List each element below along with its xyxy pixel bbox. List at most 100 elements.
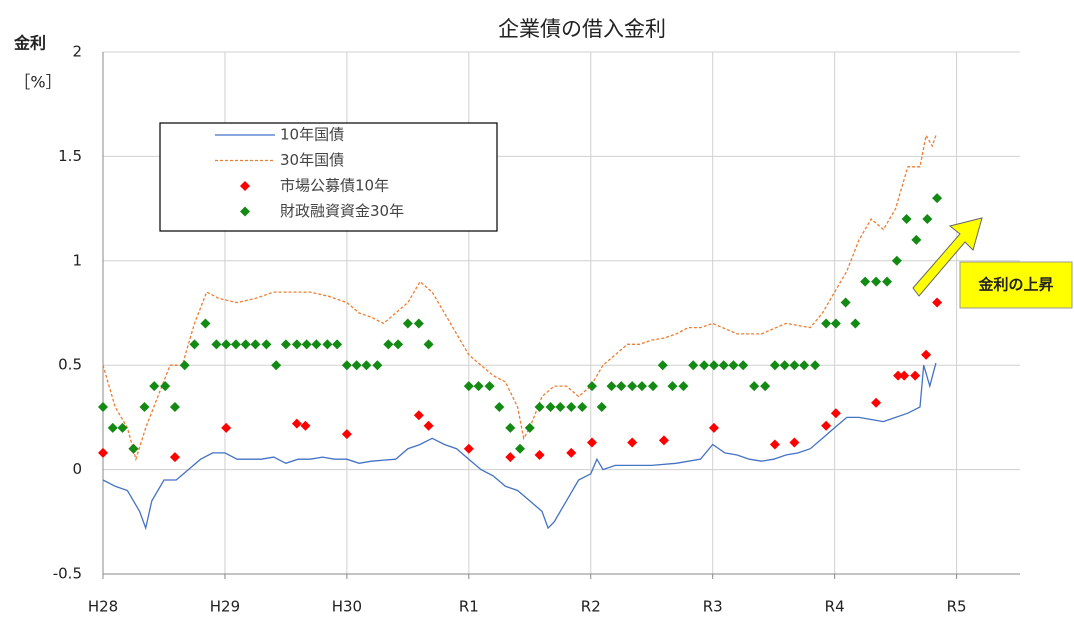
marker (647, 381, 658, 392)
y-axis-label: 金利 (13, 34, 46, 53)
marker (322, 339, 333, 350)
marker (658, 435, 669, 446)
marker (98, 401, 108, 412)
y-axis-unit: ［%］ (14, 73, 61, 92)
marker (524, 422, 535, 433)
marker (566, 401, 577, 412)
x-tick-label: R2 (581, 598, 601, 616)
marker (311, 339, 322, 350)
marker (555, 401, 566, 412)
marker (98, 447, 108, 458)
marker (505, 452, 516, 463)
marker (107, 422, 118, 433)
marker (291, 418, 302, 429)
marker (627, 437, 638, 448)
marker (341, 429, 352, 440)
marker (871, 397, 882, 408)
marker (850, 318, 861, 329)
marker (250, 339, 261, 350)
marker (566, 447, 577, 458)
marker (341, 360, 352, 371)
marker (372, 360, 383, 371)
marker (901, 214, 912, 225)
marker (139, 401, 150, 412)
marker (221, 422, 232, 433)
y-tick-label: 0.5 (58, 356, 82, 374)
marker (891, 255, 902, 266)
legend-swatch (240, 181, 250, 191)
marker (545, 401, 556, 412)
marker (586, 381, 597, 392)
marker (200, 318, 211, 329)
marker (413, 410, 424, 421)
marker (473, 381, 484, 392)
marker (179, 360, 190, 371)
y-tick-label: 2 (72, 43, 82, 61)
marker (616, 381, 627, 392)
marker (117, 422, 128, 433)
marker (240, 339, 251, 350)
legend-label: 10年国債 (280, 126, 344, 144)
marker (515, 443, 526, 454)
y-tick-label: 1.5 (58, 147, 82, 165)
marker (810, 360, 821, 371)
marker (911, 234, 922, 245)
marker (189, 339, 200, 350)
marker (728, 360, 739, 371)
marker (271, 360, 282, 371)
annotation-arrow (912, 217, 983, 297)
marker (261, 339, 272, 350)
marker (769, 439, 780, 450)
marker (789, 437, 800, 448)
line (102, 133, 937, 462)
marker (280, 339, 291, 350)
marker (423, 420, 434, 431)
marker (149, 381, 160, 392)
marker (678, 381, 689, 392)
x-tick-label: H29 (210, 598, 240, 616)
marker (534, 449, 545, 460)
marker (922, 214, 933, 225)
marker (657, 360, 668, 371)
marker (738, 360, 749, 371)
marker (799, 360, 810, 371)
marker (160, 381, 171, 392)
x-tick-label: H30 (332, 598, 362, 616)
marker (128, 443, 139, 454)
x-tick-label: H28 (88, 598, 118, 616)
marker (291, 339, 302, 350)
marker (230, 339, 241, 350)
marker (882, 276, 893, 287)
marker (169, 401, 180, 412)
plot (98, 133, 943, 531)
legend-label: 市場公募債10年 (280, 177, 389, 195)
marker (860, 276, 871, 287)
marker (749, 381, 760, 392)
marker (423, 339, 434, 350)
annotation: 金利の上昇 (977, 276, 1053, 294)
marker (779, 360, 790, 371)
line (102, 362, 937, 531)
y-tick-label: 1 (72, 251, 82, 269)
marker (351, 360, 362, 371)
marker (383, 339, 394, 350)
marker (221, 339, 232, 350)
x-tick-label: R4 (825, 598, 845, 616)
marker (718, 360, 729, 371)
marker (921, 349, 932, 360)
marker (361, 360, 372, 371)
y-tick-label: 0 (72, 460, 82, 478)
marker (871, 276, 882, 287)
marker (300, 420, 311, 431)
marker (932, 193, 943, 204)
marker (688, 360, 699, 371)
y-tick-label: -0.5 (53, 565, 82, 583)
marker (667, 381, 678, 392)
marker (606, 381, 617, 392)
legend-box (159, 122, 498, 232)
marker (577, 401, 588, 412)
marker (699, 360, 710, 371)
